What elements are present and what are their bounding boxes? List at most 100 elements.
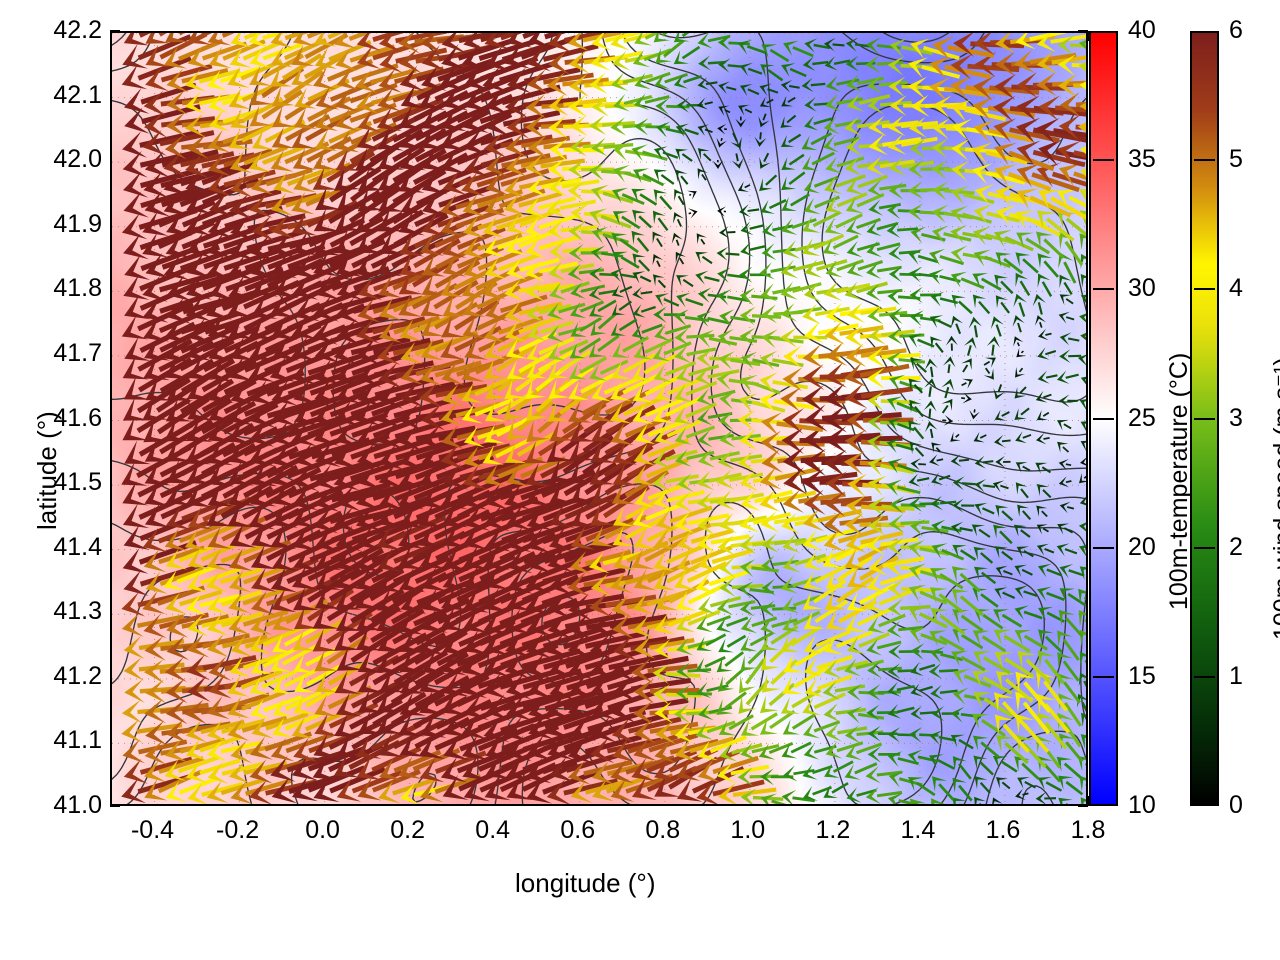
wind-arrow — [206, 567, 262, 593]
wind-arrow-head — [207, 417, 235, 443]
wind-arrow-head — [974, 796, 986, 804]
wind-arrow — [228, 760, 288, 784]
wind-arrow-head — [313, 419, 340, 446]
wind-arrow-head — [994, 74, 1016, 101]
wind-arrow — [1038, 95, 1086, 121]
wind-arrow-shaft — [199, 593, 240, 608]
wind-arrow-head — [378, 319, 402, 343]
wind-arrow-shaft — [603, 444, 654, 478]
wind-arrow-head — [865, 786, 881, 804]
wind-arrow-head — [272, 674, 293, 694]
wind-arrow — [716, 469, 764, 490]
map-plot-area[interactable] — [110, 31, 1088, 806]
wind-arrow-shaft — [981, 635, 1007, 653]
wind-arrow-head — [292, 148, 317, 170]
wind-arrow — [868, 554, 925, 577]
wind-arrow — [1056, 543, 1078, 557]
wind-arrow-shaft — [413, 629, 468, 665]
wind-arrow — [739, 84, 760, 97]
wind-arrow-head — [634, 118, 649, 136]
wind-arrow-head — [525, 236, 546, 259]
wind-arrow-head — [867, 346, 886, 368]
wind-arrow-head — [950, 185, 969, 205]
wind-arrow-head — [143, 418, 170, 443]
wind-arrow-shaft — [415, 493, 474, 521]
wind-arrow-shaft — [999, 530, 1013, 545]
wind-arrow-head — [931, 543, 948, 559]
wind-arrow-head — [399, 253, 425, 276]
wind-arrow-shaft — [563, 461, 618, 497]
wind-arrow-head — [611, 284, 625, 298]
wind-arrow-head — [440, 148, 467, 174]
wind-arrow — [505, 153, 568, 177]
wind-arrow-shaft — [768, 682, 796, 707]
wind-arrow — [1016, 546, 1034, 558]
wind-arrow — [570, 517, 635, 550]
wind-arrow — [909, 627, 948, 646]
wind-arrow — [272, 690, 322, 718]
wind-arrow-shaft — [790, 625, 822, 647]
wind-arrow-head — [994, 164, 1017, 187]
wind-arrow-head — [1080, 457, 1086, 466]
wind-arrow-head — [400, 361, 424, 385]
wind-arrow — [164, 338, 235, 379]
wind-arrow-head — [823, 383, 848, 411]
wind-arrow — [887, 115, 939, 137]
wind-arrow — [973, 249, 1011, 269]
wind-arrow — [1057, 712, 1082, 748]
wind-arrow-head — [230, 108, 253, 129]
wind-arrow — [974, 776, 991, 794]
wind-arrow — [485, 691, 563, 721]
wind-arrow-shaft — [647, 663, 698, 674]
wind-arrow — [463, 55, 539, 91]
wind-arrow-shaft — [960, 277, 985, 290]
wind-arrow-head — [867, 433, 884, 453]
wind-arrow-head — [419, 382, 443, 408]
wind-arrow-head — [461, 382, 484, 404]
wind-arrow — [591, 404, 656, 443]
wind-arrow-head — [506, 67, 532, 94]
wind-arrow — [420, 90, 492, 130]
wind-arrow-head — [675, 251, 686, 264]
wind-arrow-head — [802, 508, 825, 532]
wind-arrow-shaft — [915, 362, 927, 373]
wind-arrow-head — [376, 587, 404, 612]
wind-arrow — [929, 646, 964, 664]
wind-arrow-shaft — [393, 315, 441, 335]
wind-arrow — [695, 570, 749, 594]
wind-arrow — [1036, 524, 1049, 535]
wind-arrow-shaft — [749, 631, 774, 647]
wind-arrow-shaft — [584, 457, 637, 496]
wind-arrow-shaft — [1083, 680, 1086, 688]
wind-arrow — [867, 413, 911, 433]
wind-arrow-shaft — [180, 163, 239, 187]
wind-arrow-head — [950, 734, 965, 748]
wind-arrow — [908, 378, 923, 394]
wind-arrow-head — [145, 44, 170, 67]
wind-arrow — [696, 615, 732, 633]
wind-arrow-head — [356, 735, 382, 759]
wind-arrow-shaft — [1065, 617, 1084, 638]
wind-arrow — [759, 83, 779, 96]
wind-arrow-head — [674, 427, 693, 445]
wind-arrow-head — [356, 318, 381, 344]
wind-arrow — [993, 692, 1030, 731]
wind-arrow-shaft — [1025, 237, 1051, 255]
wind-arrow-head — [654, 773, 681, 797]
wind-arrow — [950, 205, 992, 225]
wind-arrow-head — [441, 502, 469, 528]
wind-arrow-head — [971, 142, 993, 165]
wind-arrow-head — [273, 273, 300, 299]
wind-arrow-head — [995, 505, 1009, 518]
wind-arrow-head — [910, 798, 926, 804]
wind-arrow-shaft — [477, 664, 537, 690]
wind-arrow-head — [719, 742, 738, 762]
wind-arrow-head — [760, 617, 777, 635]
wind-arrow-head — [206, 69, 228, 91]
wind-arrow-shaft — [967, 345, 972, 356]
wind-arrow-shaft — [605, 774, 650, 794]
wind-arrow-head — [844, 725, 861, 744]
x-tick-label: 0.6 — [560, 816, 596, 844]
wind-arrow-head — [463, 256, 487, 279]
wind-arrow-shaft — [458, 618, 516, 648]
